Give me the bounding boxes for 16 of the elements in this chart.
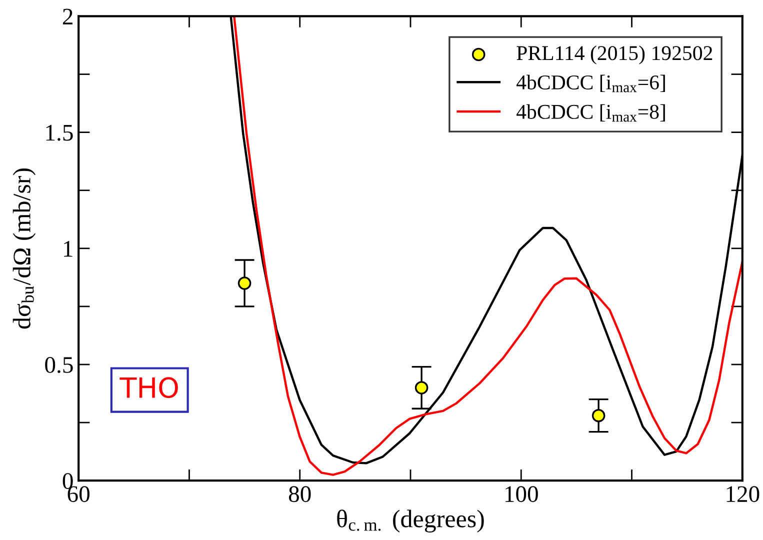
legend-label: PRL114 (2015) 192502 bbox=[516, 45, 712, 64]
annotation: THO bbox=[120, 377, 178, 398]
x-axis-title: θ$_{c.m.}$ (degrees) bbox=[337, 510, 484, 533]
point bbox=[414, 381, 428, 394]
y-tick-label: 1.5 bbox=[46, 124, 73, 141]
point bbox=[592, 408, 606, 422]
legend-label: 4bCDCC [i$_{max}$=6] bbox=[516, 74, 665, 92]
x-tick-label: 100 bbox=[506, 486, 538, 502]
point bbox=[238, 276, 252, 290]
x-tick-label: 120 bbox=[726, 486, 760, 502]
y-tick-label: 0.5 bbox=[45, 356, 73, 374]
legend-label: 4bCDCC [i$_{max}$=8] bbox=[516, 104, 665, 122]
y-axis-title: dσ$_{bu}$/dΩ (mb/sr) bbox=[12, 168, 36, 329]
y-tick-label: 2 bbox=[62, 8, 72, 24]
x-tick-label: 80 bbox=[288, 486, 311, 502]
y-tick-label: 1 bbox=[64, 241, 72, 257]
